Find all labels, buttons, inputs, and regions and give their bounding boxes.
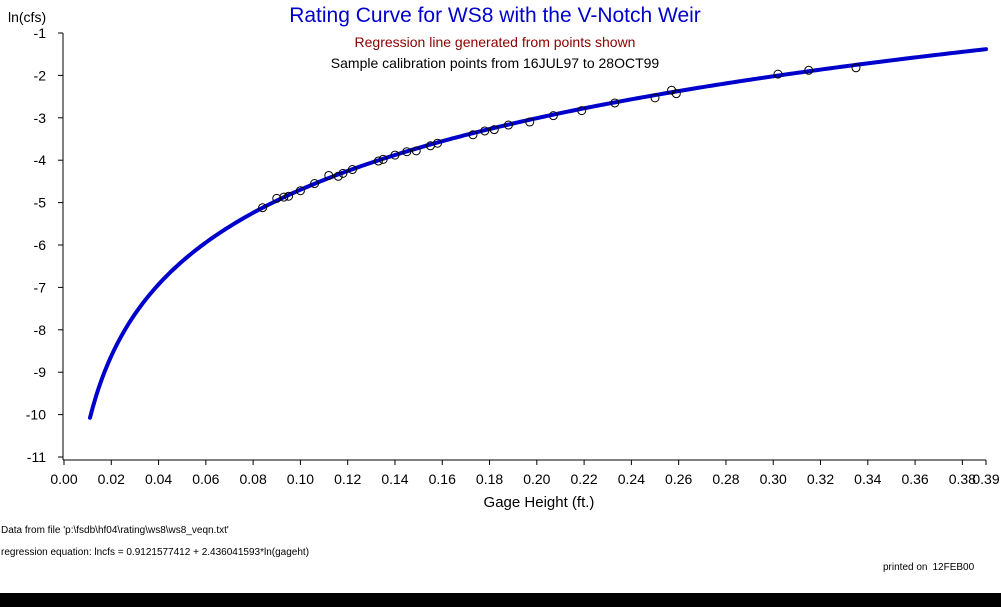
regression-line-group (88, 47, 988, 420)
data-point (489, 125, 499, 135)
data-point (671, 89, 681, 99)
x-tick-label: 0.06 (192, 471, 219, 487)
y-tick-label: -8 (34, 322, 47, 338)
regression-line (88, 47, 988, 420)
y-tick-label: -11 (27, 449, 46, 465)
printed-date-note: printed on 12FEB00 (883, 562, 979, 573)
x-tick-label: 0.26 (665, 471, 692, 487)
data-point (503, 120, 513, 130)
chart-subtitle-sample-range: Sample calibration points from 16JUL97 t… (330, 55, 660, 71)
x-tick-label: 0.32 (807, 471, 834, 487)
data-point (347, 165, 357, 175)
data-point (373, 156, 383, 166)
printed-label: printed on (883, 562, 928, 573)
y-tick-label: -2 (34, 67, 47, 83)
x-tick-label: 0.18 (476, 471, 503, 487)
data-point (433, 138, 443, 148)
data-point (773, 69, 783, 79)
y-tick-label: -4 (34, 152, 47, 168)
x-tick-label: 0.38 (949, 471, 976, 487)
bottom-bar (0, 593, 1001, 607)
y-tick-label: -3 (34, 110, 47, 126)
data-file-footnote: Data from file 'p:\fsdb\hf04\rating\ws8\… (1, 525, 229, 536)
data-point (480, 126, 490, 136)
x-tick-label: 0.39 (972, 471, 999, 487)
data-point (667, 85, 677, 95)
axes (62, 33, 986, 461)
data-point (851, 63, 861, 73)
data-point (295, 186, 305, 196)
data-point (548, 111, 558, 121)
data-point (804, 65, 814, 75)
y-tick-label: -10 (26, 407, 46, 423)
x-tick-label: 0.16 (429, 471, 456, 487)
y-axis-label: ln(cfs) (8, 9, 47, 25)
data-point (324, 170, 334, 180)
chart-subtitle-regression: Regression line generated from points sh… (354, 34, 636, 50)
x-tick-label: 0.02 (98, 471, 125, 487)
y-tick-label: -9 (34, 364, 47, 380)
x-axis-label: Gage Height (ft.) (483, 494, 595, 511)
y-tick-label: -1 (34, 25, 47, 41)
x-tick-label: 0.10 (287, 471, 314, 487)
x-tick-label: 0.36 (901, 471, 928, 487)
x-tick-label: 0.24 (618, 471, 645, 487)
data-point (258, 203, 268, 213)
chart-title: Rating Curve for WS8 with the V-Notch We… (289, 4, 701, 27)
x-tick-label: 0.28 (712, 471, 739, 487)
x-tick-label: 0.14 (381, 471, 408, 487)
axis-ticks: -1 -2 -3 -4 -5 -6 -7 -8 -9 -10 -110.00 0.02 0.04 0.06… (26, 25, 1000, 487)
data-point (333, 171, 343, 181)
y-tick-label: -7 (34, 279, 47, 295)
x-tick-label: 0.34 (854, 471, 881, 487)
data-point (390, 150, 400, 160)
data-point (402, 147, 412, 157)
data-point (577, 106, 587, 116)
x-tick-label: 0.12 (334, 471, 361, 487)
data-point (650, 93, 660, 103)
x-tick-label: 0.30 (760, 471, 787, 487)
x-tick-label: 0.00 (50, 471, 77, 487)
data-point (338, 168, 348, 178)
y-tick-label: -5 (34, 195, 47, 211)
data-point (411, 146, 421, 156)
data-point (610, 98, 620, 108)
data-point (284, 191, 294, 201)
data-point (525, 117, 535, 127)
x-tick-label: 0.20 (523, 471, 550, 487)
data-point (272, 193, 282, 203)
x-tick-label: 0.22 (570, 471, 597, 487)
data-point (378, 154, 388, 164)
data-point (468, 130, 478, 140)
x-tick-label: 0.08 (240, 471, 267, 487)
printed-date: 12FEB00 (932, 562, 975, 573)
data-point (310, 179, 320, 189)
calibration-points (258, 63, 861, 213)
y-tick-label: -6 (34, 237, 47, 253)
data-point (279, 192, 289, 202)
x-tick-label: 0.04 (145, 471, 172, 487)
regression-equation-footnote: regression equation: lncfs = 0.912157741… (1, 547, 310, 558)
